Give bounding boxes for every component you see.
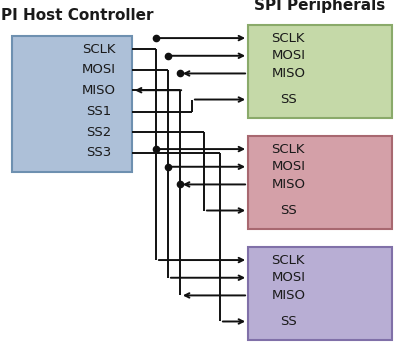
Bar [248,25,392,118]
Text: SS3: SS3 [86,146,111,159]
Text: MISO: MISO [271,67,305,80]
Text: SS2: SS2 [86,126,111,139]
Text: SPI Peripherals: SPI Peripherals [254,0,386,13]
Text: SS1: SS1 [86,106,111,118]
Bar [248,247,392,340]
Text: SCLK: SCLK [272,32,305,45]
Text: MISO: MISO [271,289,305,302]
Text: SCLK: SCLK [82,43,115,56]
Text: SCLK: SCLK [272,253,305,267]
Text: SPI Host Controller: SPI Host Controller [0,8,154,23]
Text: SS: SS [280,93,297,106]
Text: MOSI: MOSI [271,49,305,62]
Text: MISO: MISO [271,178,305,191]
Bar [12,36,132,172]
Text: MOSI: MOSI [271,160,305,173]
Bar [248,136,392,229]
Text: MOSI: MOSI [82,63,116,76]
Text: MISO: MISO [82,84,116,97]
Text: MOSI: MOSI [271,271,305,284]
Text: SCLK: SCLK [272,142,305,156]
Text: SS: SS [280,315,297,328]
Text: SS: SS [280,204,297,217]
